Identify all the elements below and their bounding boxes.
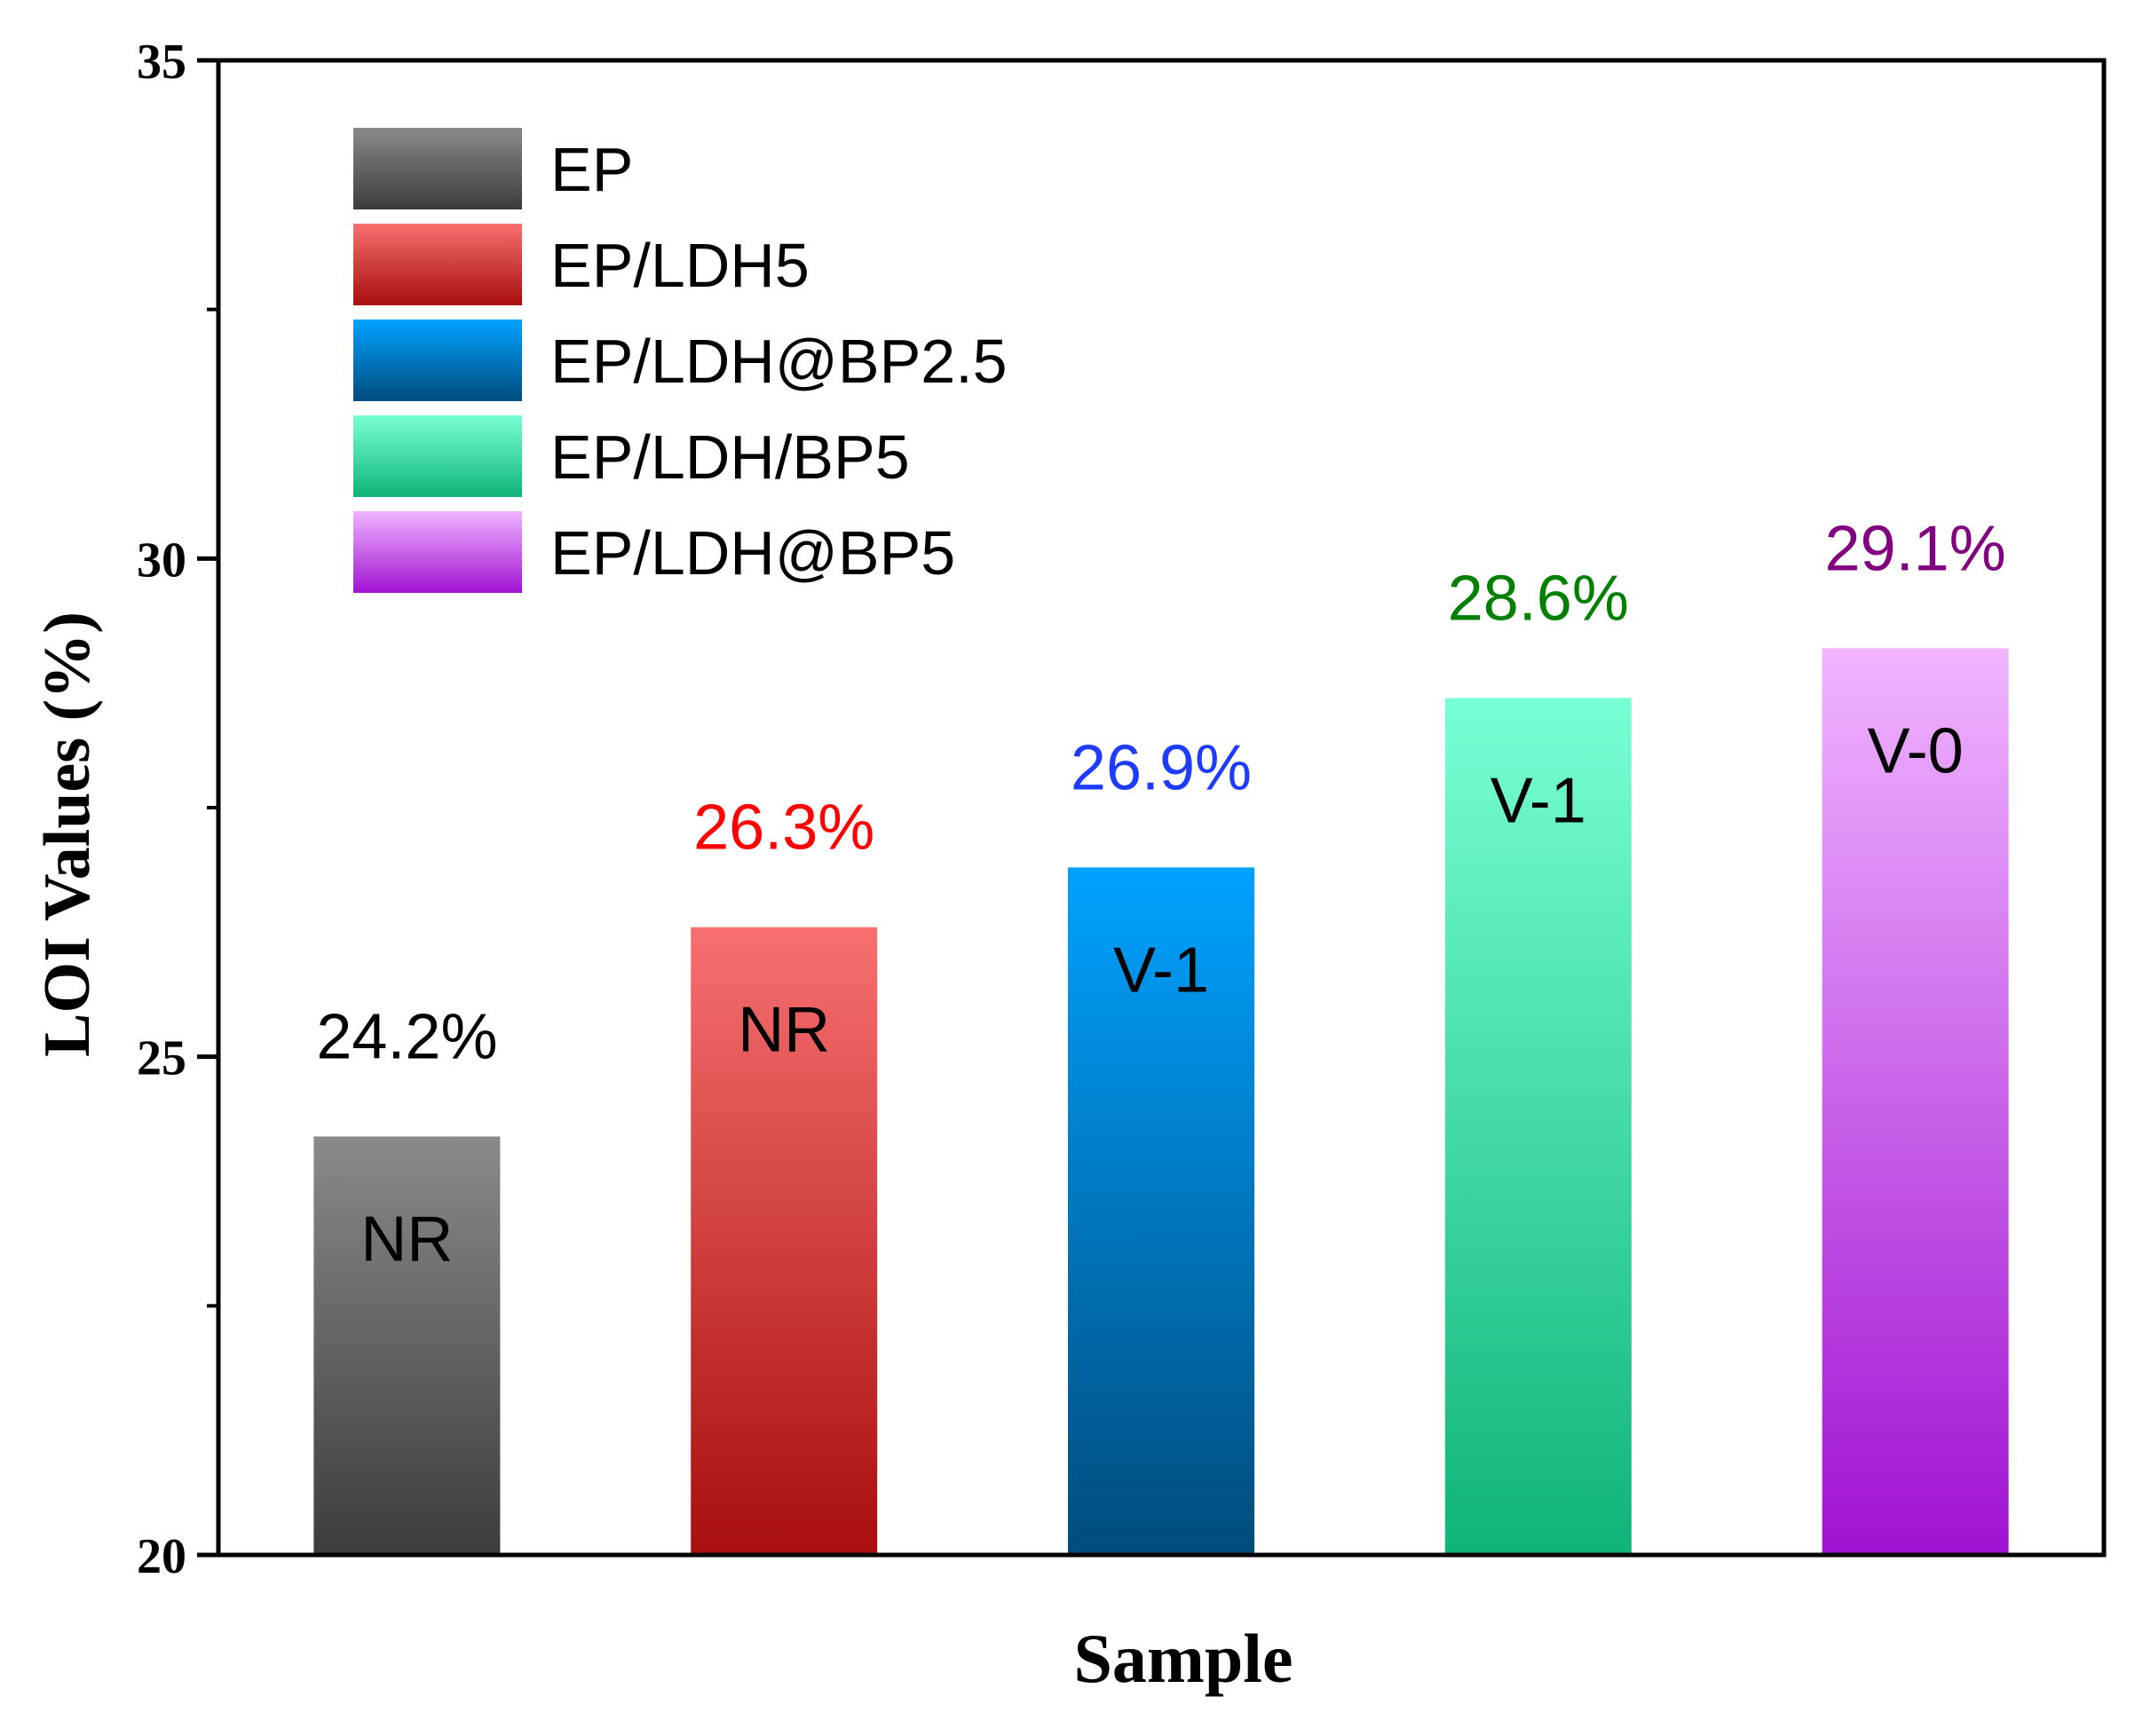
labels-layer: 24.2% NR 26.3% NR 26.9% V-1 28.6% V-1 29.1% V-0 — [316, 513, 2005, 1274]
value-label-ep-ldh-bp5: 28.6% — [1448, 564, 1629, 635]
legend-label-ep-ldh-bp5: EP/LDH@BP5 — [550, 518, 955, 588]
rating-label-ep-ldh5: NR — [738, 995, 830, 1066]
y-tick-label: 20 — [137, 1529, 186, 1584]
rating-label-ep-ldh-bp5: V-0 — [1868, 715, 1964, 786]
legend-label-ep-ldh-bp5: EP/LDH/BP5 — [550, 422, 910, 492]
bar-ep-ldh-bp2-5 — [1068, 867, 1254, 1555]
bar-ep — [313, 1136, 501, 1555]
legend-swatch-ep — [353, 128, 522, 209]
x-axis-title: Sample — [1073, 1620, 1293, 1697]
bar-ep-ldh-bp5 — [1822, 648, 2009, 1555]
legend-label-ep-ldh5: EP/LDH5 — [550, 231, 810, 300]
value-label-ep-ldh-bp2-5: 26.9% — [1071, 732, 1252, 803]
y-axis-title: LOI Values (%) — [31, 612, 104, 1057]
value-label-ep: 24.2% — [316, 1001, 497, 1072]
rating-label-ep: NR — [360, 1203, 453, 1274]
value-label-ep-ldh5: 26.3% — [693, 793, 874, 864]
legend: EP EP/LDH5 EP/LDH@BP2.5 EP/LDH/BP5 EP/LDH@BP… — [353, 128, 1008, 593]
y-tick-label: 30 — [137, 533, 186, 588]
bar-ep-ldh5 — [691, 927, 878, 1555]
legend-label-ep: EP — [550, 135, 633, 204]
value-label-ep-ldh-bp5: 29.1% — [1825, 513, 2006, 584]
y-tick-label: 35 — [137, 35, 186, 90]
legend-swatch-ep-ldh5 — [353, 224, 522, 305]
legend-swatch-ep-ldh-bp2-5 — [353, 320, 522, 401]
legend-swatch-ep-ldh-bp5 — [353, 511, 522, 593]
y-tick-label: 25 — [137, 1031, 186, 1086]
axis-layer: 20 25 30 35 — [137, 35, 2107, 1584]
rating-label-ep-ldh-bp5: V-1 — [1491, 766, 1586, 837]
rating-label-ep-ldh-bp2-5: V-1 — [1113, 935, 1209, 1006]
bar-ep-ldh-bp5 — [1444, 698, 1632, 1555]
bars-layer — [313, 648, 2009, 1555]
legend-swatch-ep-ldh-bp5 — [353, 415, 522, 497]
legend-label-ep-ldh-bp2-5: EP/LDH@BP2.5 — [550, 327, 1008, 396]
